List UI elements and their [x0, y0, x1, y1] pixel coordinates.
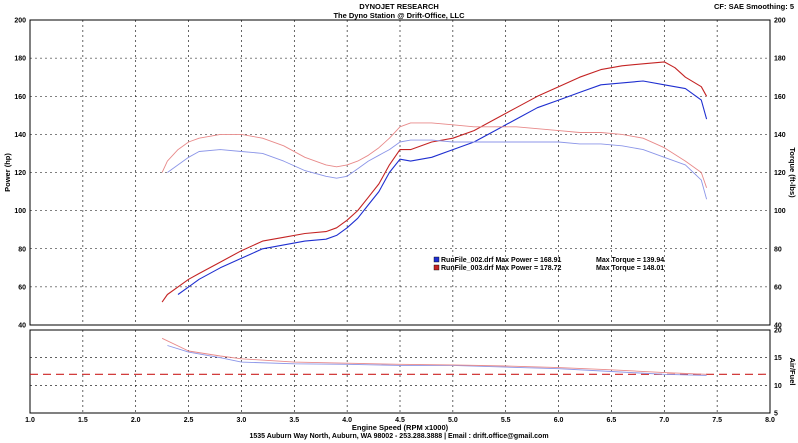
settings-label: CF: SAE Smoothing: 5: [714, 2, 794, 11]
afr-curve-run-003: [161, 337, 707, 375]
y-tick-label-power: 200: [14, 18, 26, 25]
torque-curve-run-002: [167, 139, 708, 200]
y-tick-label-torque: 40: [774, 323, 782, 330]
x-tick-label: 2.5: [184, 417, 194, 424]
legend-swatch: [433, 264, 440, 271]
x-tick-label: 1.0: [25, 417, 35, 424]
y-axis-label-afr: Air/Fuel: [788, 358, 797, 386]
y-axis-label-torque: Torque (ft-lbs): [788, 147, 797, 198]
legend-label: RunFile_002.drf Max Power = 168.91: [441, 257, 562, 264]
power-curve-run-003: [161, 61, 708, 303]
y-tick-label-power: 80: [18, 246, 26, 253]
y-tick-label-torque: 180: [774, 56, 786, 63]
x-tick-label: 3.5: [289, 417, 299, 424]
x-tick-label: 1.5: [78, 417, 88, 424]
y-tick-label-torque: 100: [774, 208, 786, 215]
y-tick-label-torque: 200: [774, 18, 786, 25]
y-tick-label-torque: 60: [774, 284, 782, 291]
footer-address: 1535 Auburn Way North, Auburn, WA 98002 …: [249, 433, 549, 440]
afr-curve-run-002: [167, 345, 707, 376]
legend-torque-label: Max Torque = 148.01: [596, 265, 664, 272]
power-curve-run-002: [177, 80, 708, 295]
y-tick-label-power: 120: [14, 170, 26, 177]
y-tick-label-power: 160: [14, 94, 26, 101]
afr-tick-label: 15: [774, 355, 782, 362]
x-tick-label: 8.0: [765, 417, 775, 424]
x-tick-label: 3.0: [237, 417, 247, 424]
y-tick-label-power: 40: [18, 323, 26, 330]
x-tick-label: 4.5: [395, 417, 405, 424]
afr-tick-label: 5: [774, 411, 778, 418]
x-tick-label: 6.0: [554, 417, 564, 424]
shop-title: The Dyno Station @ Drift-Office, LLC: [333, 11, 465, 20]
x-tick-label: 2.0: [131, 417, 141, 424]
legend-swatch: [433, 256, 440, 263]
x-tick-label: 4.0: [342, 417, 352, 424]
x-axis-label: Engine Speed (RPM x1000): [352, 423, 449, 432]
x-tick-label: 6.5: [607, 417, 617, 424]
afr-tick-label: 20: [774, 328, 782, 335]
x-tick-label: 7.0: [659, 417, 669, 424]
x-tick-label: 7.5: [712, 417, 722, 424]
y-tick-label-power: 60: [18, 284, 26, 291]
x-tick-label: 5.5: [501, 417, 511, 424]
torque-curve-run-003: [161, 122, 708, 188]
y-tick-label-torque: 160: [774, 94, 786, 101]
afr-tick-label: 10: [774, 383, 782, 390]
y-tick-label-torque: 80: [774, 246, 782, 253]
x-tick-label: 5.0: [448, 417, 458, 424]
company-title: DYNOJET RESEARCH: [359, 2, 439, 11]
legend-torque-label: Max Torque = 139.94: [596, 257, 664, 264]
y-axis-label-power: Power (hp): [3, 153, 12, 192]
y-tick-label-power: 140: [14, 132, 26, 139]
y-tick-label-power: 180: [14, 56, 26, 63]
y-tick-label-torque: 120: [774, 170, 786, 177]
y-tick-label-power: 100: [14, 208, 26, 215]
legend-label: RunFile_003.drf Max Power = 178.72: [441, 265, 562, 272]
y-tick-label-torque: 140: [774, 132, 786, 139]
